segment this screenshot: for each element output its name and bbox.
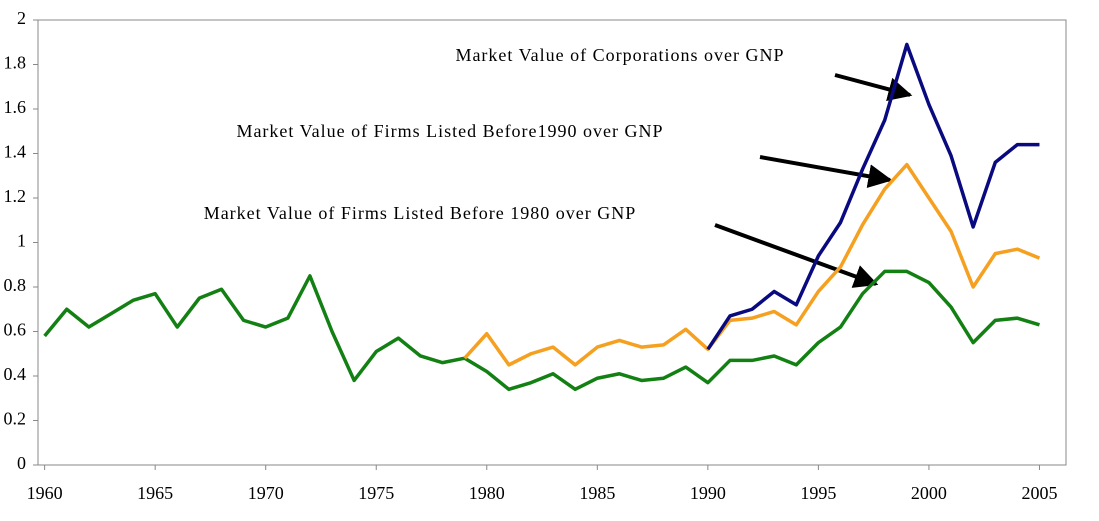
y-tick-label: 0.8 (4, 275, 27, 295)
series-line (463, 162, 1041, 367)
y-tick-label: 0.6 (4, 320, 27, 340)
annotation: Market Value of Firms Listed Before 1980… (204, 203, 637, 223)
annotation: Market Value of Corporations over GNP (455, 45, 784, 65)
y-tick-label: 0.4 (4, 364, 27, 384)
arrow (714, 223, 879, 288)
y-tick-label: 1.4 (4, 142, 27, 162)
x-tick-label: 1980 (469, 483, 505, 503)
x-tick-label: 1990 (690, 483, 726, 503)
x-tick-label: 2005 (1021, 483, 1057, 503)
series-line (43, 269, 1040, 392)
y-tick-label: 1 (17, 231, 26, 251)
x-tick-label: 1995 (800, 483, 836, 503)
annotation: Market Value of Firms Listed Before1990 … (236, 121, 663, 141)
x-tick-label: 1960 (27, 483, 63, 503)
arrow (834, 73, 913, 102)
series-line (706, 42, 1040, 351)
x-tick-label: 1985 (579, 483, 615, 503)
y-tick-label: 1.8 (4, 53, 27, 73)
x-tick-label: 1965 (137, 483, 173, 503)
y-tick-label: 0 (17, 453, 26, 473)
x-tick-label: 1970 (248, 483, 284, 503)
arrow (759, 155, 893, 189)
y-tick-label: 1.2 (4, 186, 27, 206)
y-tick-label: 0.2 (4, 409, 27, 429)
y-tick-label: 1.6 (4, 97, 27, 117)
plot-frame (37, 19, 1067, 466)
y-tick-label: 2 (17, 8, 26, 28)
x-tick-label: 1975 (358, 483, 394, 503)
x-tick-label: 2000 (911, 483, 947, 503)
